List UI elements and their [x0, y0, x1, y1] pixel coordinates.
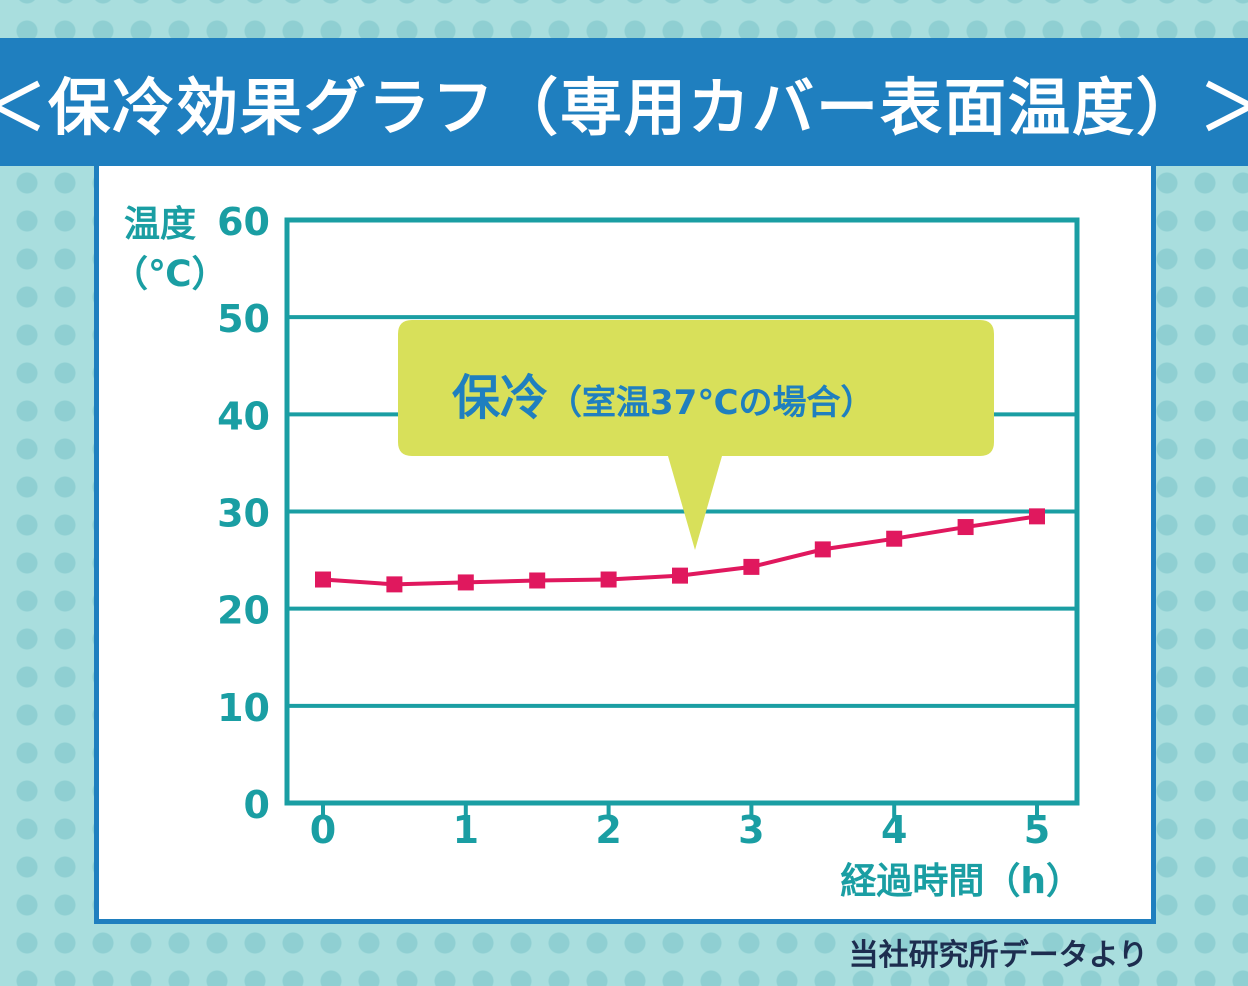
- x-tick-label: 5: [1024, 808, 1050, 852]
- data-point: [1029, 508, 1045, 525]
- svg-text:保冷（室温37℃の場合）: 保冷（室温37℃の場合）: [452, 370, 875, 426]
- x-tick-label: 0: [310, 808, 336, 852]
- data-point: [886, 530, 903, 547]
- data-point: [457, 574, 474, 591]
- y-tick-label: 10: [217, 686, 270, 730]
- plot-frame: [284, 217, 1080, 806]
- y-tick-label: 60: [217, 200, 270, 244]
- x-tick-labels: 0 1 2 3 4 5: [310, 805, 1050, 852]
- data-point: [386, 576, 403, 593]
- data-point: [315, 571, 331, 588]
- y-tick-label: 50: [217, 297, 270, 341]
- y-tick-label: 0: [244, 783, 270, 827]
- y-tick-label: 40: [217, 394, 270, 438]
- x-tick-label: 4: [881, 808, 907, 852]
- chart-panel: [94, 166, 1156, 924]
- data-point: [957, 519, 974, 536]
- data-point: [672, 567, 688, 584]
- callout-bubble: [398, 320, 994, 550]
- y-tick-label: 30: [217, 492, 270, 536]
- y-axis-label-line1: 温度: [124, 204, 196, 245]
- x-tick-label: 1: [453, 808, 479, 852]
- callout: 保冷（室温37℃の場合）: [398, 320, 994, 550]
- x-tick-label: 2: [595, 808, 621, 852]
- y-tick-labels: 0 10 20 30 40 50 60: [217, 200, 270, 827]
- title-bar: ＜保冷効果グラフ（専用カバー表面温度）＞: [0, 38, 1248, 166]
- x-tick-label: 3: [738, 808, 764, 852]
- callout-main-text: 保冷: [452, 370, 548, 426]
- data-point: [743, 558, 760, 575]
- callout-sub-text: （室温37℃の場合）: [548, 383, 875, 423]
- source-note: 当社研究所データより: [848, 938, 1148, 973]
- data-point: [600, 571, 617, 588]
- chart-title: ＜保冷効果グラフ（専用カバー表面温度）＞: [0, 71, 1248, 144]
- data-point: [814, 541, 831, 558]
- y-axis-label-line2: （℃）: [112, 254, 228, 295]
- series-temperature: [315, 508, 1045, 593]
- data-point: [529, 572, 546, 589]
- y-tick-label: 20: [217, 589, 270, 633]
- x-axis-label: 経過時間（h）: [840, 861, 1082, 902]
